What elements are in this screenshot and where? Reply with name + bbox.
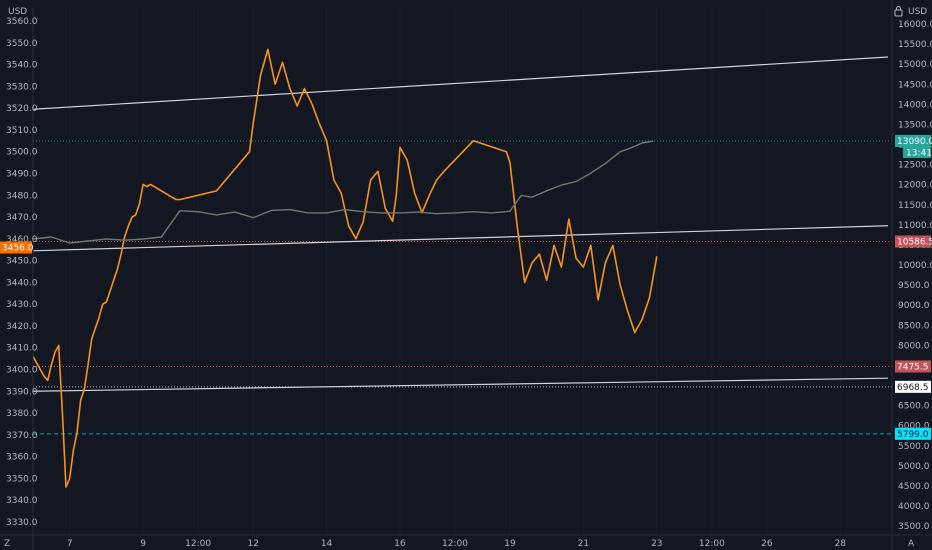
right-price-badge-label: 5799.0 — [897, 430, 929, 440]
time-tick-label: 26 — [761, 539, 773, 549]
left-tick-label: 3540.0 — [6, 61, 38, 71]
right-tick-label: 15500.0 — [898, 40, 932, 50]
trend-line[interactable] — [32, 377, 889, 392]
left-tick-label: 3530.0 — [6, 82, 38, 92]
corner-label-left[interactable]: Z — [4, 539, 10, 549]
left-tick-label: 3370.0 — [6, 431, 38, 441]
trend-line[interactable] — [32, 56, 889, 110]
left-tick-label: 3560.0 — [6, 17, 38, 27]
right-price-badge — [895, 134, 931, 147]
time-tick-label: 19 — [504, 539, 516, 549]
right-price-badge — [895, 235, 931, 248]
right-price-badge-label: 7475.5 — [897, 362, 929, 372]
right-tick-label: 12000.0 — [898, 181, 932, 191]
time-tick-label: 9 — [140, 539, 146, 549]
time-tick-label: 12:00 — [442, 539, 468, 549]
right-tick-label: 3500.0 — [898, 522, 930, 532]
time-tick-label: 21 — [578, 539, 589, 549]
trend-lines-layer — [32, 56, 889, 392]
right-tick-label: 11500.0 — [898, 201, 932, 211]
right-tick-label: 16000.0 — [898, 20, 932, 30]
right-price-badge — [895, 427, 931, 440]
time-tick-label: 12:00 — [699, 539, 725, 549]
right-tick-label: 13500.0 — [898, 120, 932, 130]
left-tick-label: 3450.0 — [6, 257, 38, 267]
right-tick-label: 9500.0 — [898, 281, 930, 291]
right-tick-label: 9000.0 — [898, 301, 930, 311]
left-tick-label: 3430.0 — [6, 300, 38, 310]
time-tick-label: 16 — [394, 539, 406, 549]
horizontal-lines-layer — [33, 140, 892, 435]
left-price-axis[interactable]: USD 3330.0 3340.0 3350.0 3360.0 3370.0 3380.0 3… — [6, 7, 38, 550]
left-tick-label: 3340.0 — [6, 496, 38, 506]
right-tick-label: 12500.0 — [898, 161, 932, 171]
right-tick-label: 8000.0 — [898, 341, 930, 351]
corner-label-right[interactable]: A — [908, 539, 915, 549]
right-tick-label: 4500.0 — [898, 482, 930, 492]
lock-icon-shackle — [896, 6, 901, 10]
time-tick-label: 7 — [67, 539, 73, 549]
right-price-badge-time — [903, 146, 931, 158]
left-tick-label: 3410.0 — [6, 344, 38, 354]
right-tick-label: 4000.0 — [898, 502, 930, 512]
right-price-badge-label: 6968.5 — [897, 383, 929, 393]
left-tick-label: 3360.0 — [6, 453, 38, 463]
left-tick-label: 3520.0 — [6, 104, 38, 114]
left-tick-label: 3400.0 — [6, 365, 38, 375]
left-tick-label: 3440.0 — [6, 278, 38, 288]
right-tick-label: 15000.0 — [898, 60, 932, 70]
price-badges-layer: 3456.0 13090.013:41 10586.5 7475.5 6968.5 579… — [0, 134, 932, 440]
right-tick-label: 5000.0 — [898, 462, 930, 472]
trend-line[interactable] — [32, 225, 889, 252]
left-tick-label: 3510.0 — [6, 126, 38, 136]
right-tick-label: 5500.0 — [898, 442, 930, 452]
right-price-badge — [895, 380, 931, 393]
right-tick-label: 10000.0 — [898, 261, 932, 271]
left-tick-label: 3480.0 — [6, 191, 38, 201]
grid-layer — [69, 8, 841, 535]
left-price-badge-label: 3456.0 — [2, 244, 34, 254]
orange-price-series[interactable] — [32, 48, 658, 488]
left-tick-label: 3390.0 — [6, 387, 38, 397]
series-layer — [32, 48, 658, 488]
time-axis[interactable]: 7 9 12:00 12 14 16 12:00 19 21 23 12:00 26 28 Z A — [0, 534, 932, 549]
candle-price-series[interactable] — [32, 140, 654, 244]
right-price-badge-label: 10586.5 — [897, 238, 932, 248]
left-tick-label: 3550.0 — [6, 39, 38, 49]
left-tick-label: 3380.0 — [6, 409, 38, 419]
left-tick-label: 3490.0 — [6, 170, 38, 180]
lock-icon[interactable] — [894, 6, 903, 17]
left-price-badge — [0, 241, 32, 254]
left-tick-label: 3420.0 — [6, 322, 38, 332]
right-currency-label: USD — [908, 7, 927, 17]
right-tick-label: 6000.0 — [898, 422, 930, 432]
time-tick-label: 12:00 — [185, 539, 211, 549]
right-price-badge-time-label: 13:41 — [906, 148, 932, 158]
right-tick-label: 14500.0 — [898, 80, 932, 90]
time-tick-label: 12 — [247, 539, 258, 549]
left-currency-label: USD — [8, 7, 27, 17]
left-tick-label: 3470.0 — [6, 213, 38, 223]
right-tick-label: 14000.0 — [898, 100, 932, 110]
right-tick-label: 8500.0 — [898, 321, 930, 331]
left-tick-label: 3460.0 — [6, 235, 38, 245]
time-tick-label: 14 — [321, 539, 333, 549]
right-price-badge-label: 13090.0 — [897, 137, 932, 147]
lock-icon-body — [894, 9, 903, 17]
time-tick-label: 23 — [651, 539, 662, 549]
right-price-badge — [895, 360, 931, 373]
time-tick-label: 28 — [835, 539, 847, 549]
right-tick-label: 6500.0 — [898, 402, 930, 412]
left-tick-label: 3500.0 — [6, 148, 38, 158]
left-tick-label: 3330.0 — [6, 518, 38, 528]
left-tick-label: 3350.0 — [6, 474, 38, 484]
right-tick-label: 11000.0 — [898, 221, 932, 231]
